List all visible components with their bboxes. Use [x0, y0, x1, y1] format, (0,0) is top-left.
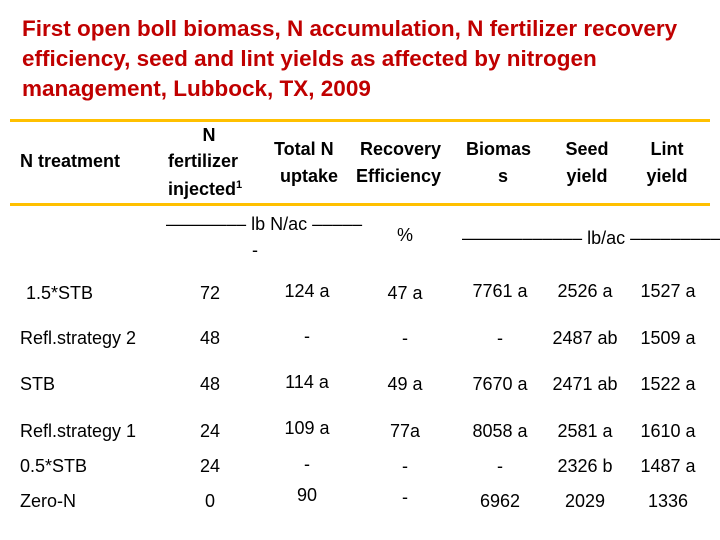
row-1-biomass: 7761 a	[472, 281, 528, 301]
header-fertilizer-line3: injected1	[168, 179, 242, 199]
row-2-total-n: -	[304, 326, 310, 346]
row-5-total-n: -	[304, 454, 310, 474]
row-2-lint: 1509 a	[640, 328, 696, 348]
header-lint-line1: Lint	[650, 139, 684, 159]
header-fertilizer-line2: fertilizer	[168, 151, 239, 171]
header-n-treatment: N treatment	[20, 151, 121, 171]
row-1-total-n: 124 a	[284, 281, 330, 301]
unit-percent: %	[396, 225, 413, 245]
row-5-lint: 1487 a	[640, 456, 696, 476]
row-3-lint: 1522 a	[640, 374, 696, 394]
row-5-treatment: 0.5*STB	[20, 456, 88, 476]
row-5-fertilizer: 24	[199, 456, 221, 476]
row-1-seed: 2526 a	[557, 281, 613, 301]
header-seed-line2: yield	[566, 166, 608, 186]
row-1-lint: 1527 a	[640, 281, 696, 301]
unit-lb-n-ac: –––––––– lb N/ac –––––	[166, 214, 363, 234]
row-3-total-n: 114 a	[285, 372, 329, 392]
row-6-biomass: 6962	[479, 491, 521, 511]
row-1-fertilizer: 72	[199, 283, 221, 303]
row-2-seed: 2487 ab	[552, 328, 618, 348]
row-6-lint: 1336	[647, 491, 689, 511]
row-3-treatment: STB	[20, 374, 56, 394]
header-recovery-line1: Recovery	[360, 139, 442, 159]
row-6-total-n: 90	[296, 485, 318, 505]
row-3-recovery: 49 a	[387, 374, 423, 394]
header-biomass-line2: s	[498, 166, 509, 186]
row-1-recovery: 47 a	[387, 283, 423, 303]
header-rule	[10, 203, 710, 206]
header-lint-line2: yield	[646, 166, 688, 186]
row-2-recovery: -	[402, 328, 408, 348]
header-biomass-line1: Biomas	[466, 139, 532, 159]
row-3-seed: 2471 ab	[552, 374, 618, 394]
row-2-biomass: -	[497, 328, 503, 348]
header-seed-line1: Seed	[565, 139, 609, 159]
footnote-marker: 1	[236, 179, 243, 191]
row-4-total-n: 109 a	[284, 418, 330, 438]
row-6-treatment: Zero-N	[20, 491, 77, 511]
row-4-fertilizer: 24	[199, 421, 221, 441]
row-2-fertilizer: 48	[199, 328, 221, 348]
row-6-fertilizer: 0	[204, 491, 215, 511]
row-4-lint: 1610 a	[640, 421, 696, 441]
header-total-n-line1: Total N	[274, 139, 334, 159]
slide-title: First open boll biomass, N accumulation,…	[22, 16, 678, 101]
row-3-fertilizer: 48	[199, 374, 221, 394]
row-1-treatment: 1.5*STB	[26, 283, 94, 303]
row-4-biomass: 8058 a	[472, 421, 528, 441]
header-total-n-line2: uptake	[280, 166, 339, 186]
row-6-recovery: -	[402, 487, 408, 507]
header-fertilizer-line1: N	[202, 125, 216, 145]
row-4-seed: 2581 a	[557, 421, 613, 441]
header-recovery-line2: Efficiency	[356, 166, 442, 186]
row-5-seed: 2326 b	[557, 456, 613, 476]
top-rule	[10, 119, 710, 122]
row-5-recovery: -	[402, 456, 408, 476]
row-4-recovery: 77a	[389, 421, 421, 441]
row-6-seed: 2029	[564, 491, 606, 511]
row-3-biomass: 7670 a	[472, 374, 528, 394]
row-5-biomass: -	[497, 456, 503, 476]
header-fertilizer-line3-text: injected	[168, 179, 237, 199]
unit-lb-n-ac-cont: -	[252, 240, 258, 260]
unit-lb-ac: –––––––––––– lb/ac ––––––––––	[462, 228, 720, 248]
row-4-treatment: Refl.strategy 1	[20, 421, 137, 441]
row-2-treatment: Refl.strategy 2	[20, 328, 137, 348]
